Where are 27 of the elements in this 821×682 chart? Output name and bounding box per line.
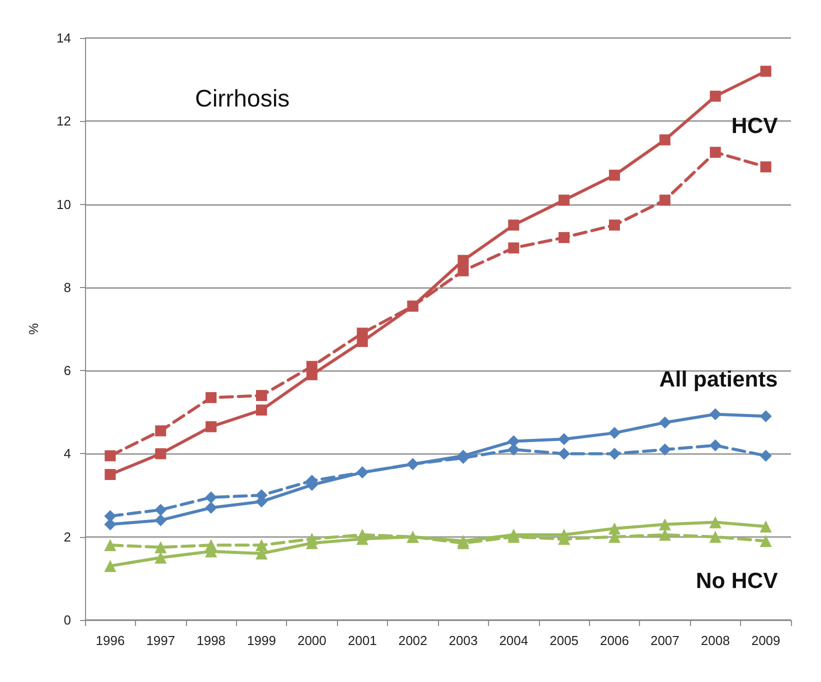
x-tick-label: 2000 [297,633,326,648]
x-tick-label: 1998 [196,633,226,648]
x-tick-label: 2002 [398,633,428,648]
y-tick-label: 8 [64,280,71,295]
x-tick-label: 2005 [550,633,579,648]
y-tick-label: 4 [64,446,71,462]
y-tick-label: 0 [64,612,71,628]
annotation: No HCV [696,568,778,594]
y-tick-label: 12 [56,114,71,129]
y-tick-label: 6 [64,363,71,378]
x-tick-label: 2004 [499,633,528,648]
y-axis-title: % [26,322,41,335]
x-tick-label: 1996 [96,633,125,648]
x-tick-label: 2008 [700,633,730,648]
x-tick-label: 2007 [650,633,680,648]
x-tick-label: 2009 [751,633,780,648]
x-tick-label: 2001 [348,633,377,648]
y-tick-label: 14 [56,30,71,46]
x-tick-label: 2003 [448,633,478,648]
y-tick-label: 10 [56,196,71,212]
x-tick-label: 1997 [146,633,176,648]
x-tick-label: 1999 [247,633,276,648]
text: Cirrhosis [195,86,290,112]
annotation: All patients [659,366,778,392]
y-tick-label: 2 [64,529,71,544]
annotation: HCV [731,112,778,138]
x-tick-label: 2006 [600,633,629,648]
